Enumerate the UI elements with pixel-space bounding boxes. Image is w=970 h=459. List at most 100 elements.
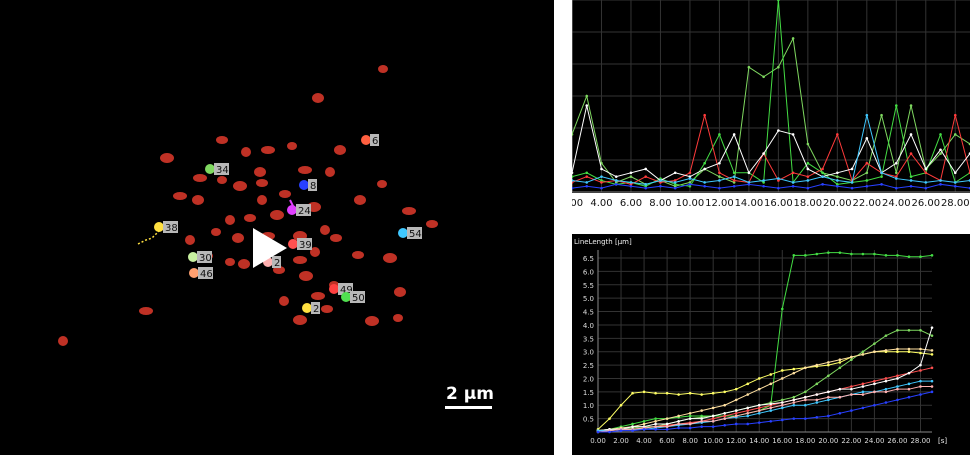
data-point — [836, 171, 839, 175]
data-point — [953, 184, 957, 188]
data-point — [861, 385, 865, 388]
data-point — [654, 417, 657, 420]
series-line — [571, 115, 970, 185]
data-point — [884, 349, 888, 352]
data-point — [907, 255, 911, 258]
data-point — [909, 179, 913, 182]
data-point — [614, 181, 618, 184]
data-point — [619, 429, 623, 432]
data-point — [792, 403, 796, 407]
data-point — [924, 186, 928, 190]
data-point — [585, 104, 589, 107]
track-marker — [188, 252, 198, 262]
spot — [393, 314, 403, 322]
data-point — [850, 167, 854, 171]
x-tick-label: 20.00 — [823, 198, 852, 209]
series-5 — [570, 183, 970, 190]
data-point — [673, 184, 677, 188]
data-point — [894, 161, 898, 165]
series-line — [598, 391, 933, 433]
data-point — [673, 171, 677, 175]
data-point — [792, 367, 796, 371]
data-point — [919, 363, 922, 367]
data-point — [861, 393, 865, 396]
series-line — [571, 0, 970, 187]
data-point — [673, 186, 677, 190]
data-point — [919, 347, 922, 351]
data-point — [930, 385, 934, 388]
data-point — [644, 186, 648, 190]
data-point — [827, 361, 830, 364]
track-label-39: 39 — [299, 240, 312, 251]
data-point — [953, 113, 957, 117]
x-tick-label: 2.00 — [572, 198, 583, 209]
data-point — [804, 254, 807, 257]
data-point — [791, 181, 795, 184]
data-point — [777, 65, 780, 69]
series-6 — [596, 379, 934, 432]
series-4 — [570, 113, 970, 186]
data-point — [688, 417, 692, 420]
spot — [293, 256, 307, 264]
data-point — [757, 387, 761, 391]
data-point — [619, 403, 623, 407]
spot — [173, 192, 187, 200]
spot — [320, 225, 330, 235]
x-tick-label: 16.00 — [772, 437, 792, 445]
data-point — [827, 398, 830, 402]
data-point — [746, 406, 750, 410]
data-point — [659, 184, 662, 188]
track-label-38: 38 — [165, 223, 178, 234]
data-point — [665, 417, 669, 420]
data-point — [746, 422, 750, 426]
data-point — [700, 425, 703, 428]
data-point — [838, 361, 842, 364]
data-point — [884, 379, 888, 383]
data-point — [909, 133, 913, 136]
data-point — [919, 351, 922, 355]
data-point — [644, 175, 648, 178]
data-point — [919, 328, 922, 332]
data-point — [732, 184, 736, 188]
data-point — [815, 382, 819, 386]
track-label-2: 2 — [313, 304, 319, 315]
data-point — [865, 179, 869, 182]
data-point — [806, 161, 810, 165]
data-point — [688, 411, 692, 415]
x-tick-label: 10.00 — [676, 198, 705, 209]
spot — [402, 207, 416, 215]
data-point — [930, 379, 934, 383]
data-point — [884, 387, 888, 391]
data-point — [780, 418, 784, 422]
data-point — [806, 142, 810, 146]
spot — [299, 271, 313, 281]
data-point — [815, 401, 819, 404]
series-line — [597, 329, 933, 432]
data-point — [723, 424, 726, 427]
track-marker — [302, 303, 312, 313]
data-point — [873, 252, 876, 256]
spot — [394, 287, 406, 297]
spot — [160, 153, 174, 163]
data-point — [873, 390, 876, 394]
data-point — [700, 393, 703, 396]
play-icon[interactable] — [253, 228, 287, 268]
data-point — [850, 358, 853, 362]
x-axis-title: [s] — [938, 437, 947, 445]
data-point — [677, 422, 680, 426]
data-point — [665, 422, 669, 426]
data-point — [896, 377, 899, 380]
data-point — [757, 421, 761, 424]
data-point — [919, 385, 922, 388]
track-marker — [288, 239, 298, 249]
data-point — [688, 175, 692, 178]
spot — [185, 235, 195, 245]
data-point — [865, 184, 869, 188]
data-point — [930, 349, 934, 352]
data-point — [850, 186, 854, 190]
x-tick-label: 16.00 — [764, 198, 793, 209]
y-tick-label: 1.0 — [583, 402, 594, 410]
chart-grid: 0.5 1.0 1.5 2.0 2.5 3.0 3.5 4.0 4.5 5.0 5.5 6.0 6.5 — [583, 250, 932, 432]
data-point — [827, 395, 830, 399]
data-point — [930, 366, 934, 370]
